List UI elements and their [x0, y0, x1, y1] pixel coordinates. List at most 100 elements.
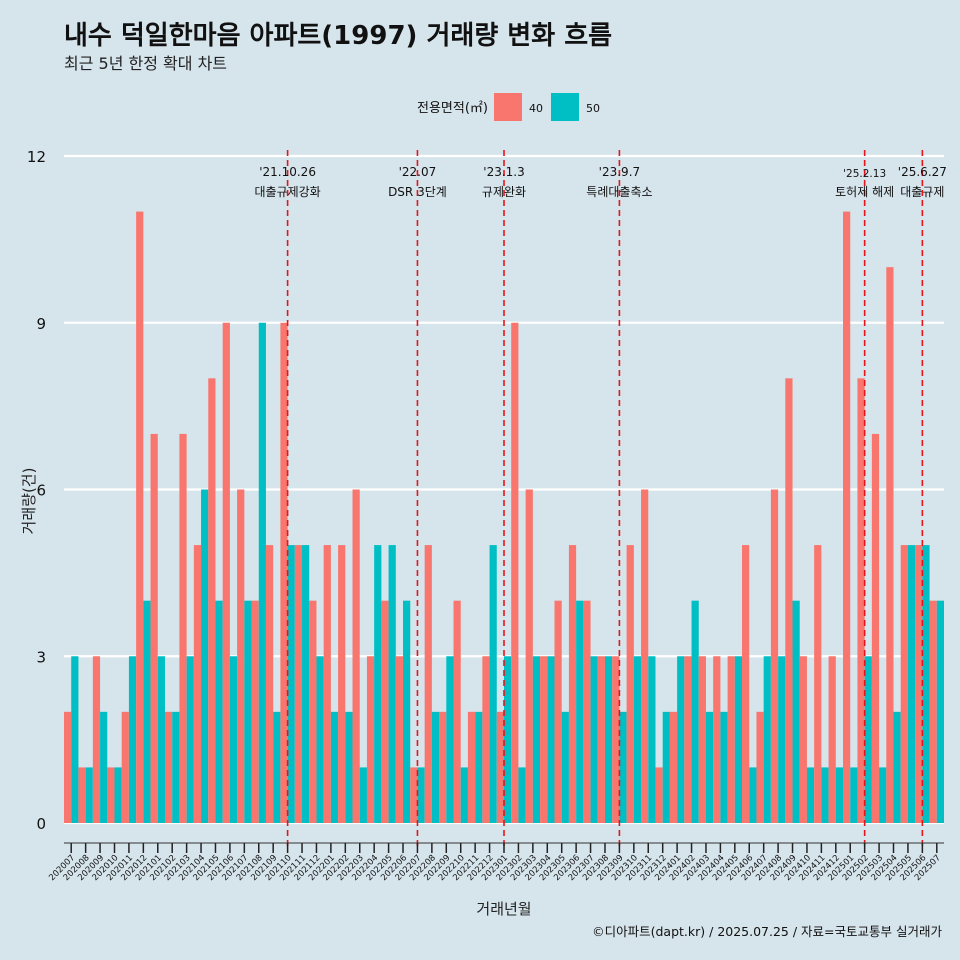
y-axis: 0 3 6 9 12 — [27, 148, 46, 833]
bar-50-202302 — [518, 767, 526, 823]
bar-40-202211 — [467, 711, 476, 823]
y-axis-label: 거래량(건) — [20, 468, 38, 535]
bar-50-202101 — [157, 656, 165, 823]
bar-50-202112 — [316, 656, 324, 823]
bar-40-202205 — [381, 600, 389, 823]
bar-40-202503 — [871, 433, 880, 823]
legend: 전용면적(㎡) 40 50 — [417, 93, 600, 121]
event-label: 규제완화 — [482, 185, 526, 199]
event-label: DSR 3단계 — [388, 185, 447, 199]
bar-50-202409 — [792, 600, 800, 823]
bar-40-202507 — [929, 600, 937, 823]
bar-50-202012 — [143, 600, 151, 823]
bar-40-202402 — [684, 656, 692, 823]
bar-40-202307 — [583, 600, 591, 823]
bar-50-202211 — [475, 711, 483, 823]
bar-50-202401 — [677, 656, 685, 823]
event-label: 토허제 해제 — [835, 185, 894, 199]
bar-50-202408 — [778, 656, 786, 823]
bar-50-202008 — [85, 767, 93, 823]
event-date: '25.2.13 — [843, 168, 886, 180]
bar-40-202401 — [669, 711, 678, 823]
bar-40-202410 — [799, 656, 807, 823]
bar-50-202505 — [907, 545, 916, 823]
bar-40-202404 — [713, 656, 721, 823]
bar-40-202201 — [323, 545, 331, 823]
bar-40-202202 — [338, 545, 346, 823]
bar-40-202101 — [150, 433, 158, 823]
bar-50-202007 — [71, 656, 79, 823]
bar-50-202305 — [561, 711, 569, 823]
y-tick-label: 9 — [36, 315, 46, 333]
bar-40-202505 — [900, 545, 908, 823]
chart-subtitle: 최근 5년 한정 확대 차트 — [64, 54, 227, 73]
bar-50-202309 — [619, 711, 627, 823]
bar-50-202307 — [590, 656, 598, 823]
bar-40-202302 — [511, 322, 519, 823]
bar-50-202301 — [504, 656, 512, 823]
bar-40-202405 — [727, 656, 735, 823]
bar-50-202207 — [417, 767, 425, 823]
bar-40-202009 — [92, 656, 101, 823]
bar-40-202103 — [179, 433, 187, 823]
bar-40-202203 — [352, 489, 360, 823]
bar-40-202305 — [554, 600, 562, 823]
bar-40-202408 — [770, 489, 779, 823]
bar-40-202501 — [843, 211, 851, 823]
bar-40-202008 — [78, 767, 86, 823]
bar-40-202308 — [597, 656, 605, 823]
legend-label-40: 40 — [529, 102, 543, 115]
bar-50-202306 — [576, 600, 584, 823]
bar-50-202405 — [734, 656, 743, 823]
bar-50-202410 — [806, 767, 815, 823]
y-tick-label: 3 — [36, 648, 46, 666]
bar-40-202104 — [193, 545, 202, 823]
bar-50-202009 — [100, 711, 108, 823]
bar-50-202304 — [547, 656, 555, 823]
bar-40-202311 — [641, 489, 649, 823]
bar-50-202312 — [662, 711, 670, 823]
bar-40-202212 — [482, 656, 490, 823]
x-axis: 2020072020082020092020102020112020122021… — [47, 842, 944, 883]
bar-40-202403 — [698, 656, 706, 823]
bar-50-202402 — [691, 600, 699, 823]
bar-50-202203 — [359, 767, 367, 823]
event-date: '25.6.27 — [898, 165, 947, 179]
bar-50-202109 — [273, 711, 281, 823]
bar-50-202212 — [489, 545, 497, 823]
bar-40-202303 — [525, 489, 533, 823]
bar-50-202202 — [345, 711, 353, 823]
bar-40-202208 — [424, 545, 432, 823]
event-label: 특례대출축소 — [586, 185, 652, 199]
y-tick-label: 12 — [27, 148, 46, 166]
event-label: 대출규제강화 — [254, 185, 320, 199]
bar-40-202105 — [208, 378, 216, 823]
bar-50-202011 — [128, 656, 137, 823]
bar-50-202102 — [172, 711, 180, 823]
bar-50-202303 — [532, 656, 541, 823]
bar-50-202504 — [893, 711, 901, 823]
bar-40-202207 — [410, 767, 418, 823]
bar-50-202311 — [648, 656, 656, 823]
bar-50-202209 — [446, 656, 454, 823]
bar-50-202104 — [201, 489, 209, 823]
bar-50-202503 — [879, 767, 887, 823]
bar-40-202309 — [612, 656, 620, 823]
bar-50-202412 — [835, 767, 844, 823]
bar-40-202306 — [568, 545, 577, 823]
legend-label-50: 50 — [586, 102, 600, 115]
bar-40-202411 — [814, 545, 822, 823]
bar-40-202108 — [251, 600, 259, 823]
y-tick-label: 0 — [36, 815, 46, 833]
caption: ©디아파트(dapt.kr) / 2025.07.25 / 자료=국토교통부 실… — [592, 924, 942, 939]
legend-title: 전용면적(㎡) — [417, 101, 488, 116]
bar-40-202106 — [222, 322, 230, 823]
bar-50-202206 — [403, 600, 411, 823]
bar-40-202502 — [857, 378, 865, 823]
bar-40-202304 — [540, 656, 548, 823]
bar-50-202010 — [114, 767, 122, 823]
bar-40-202109 — [265, 545, 274, 823]
bar-50-202506 — [922, 545, 930, 823]
bar-40-202210 — [453, 600, 461, 823]
